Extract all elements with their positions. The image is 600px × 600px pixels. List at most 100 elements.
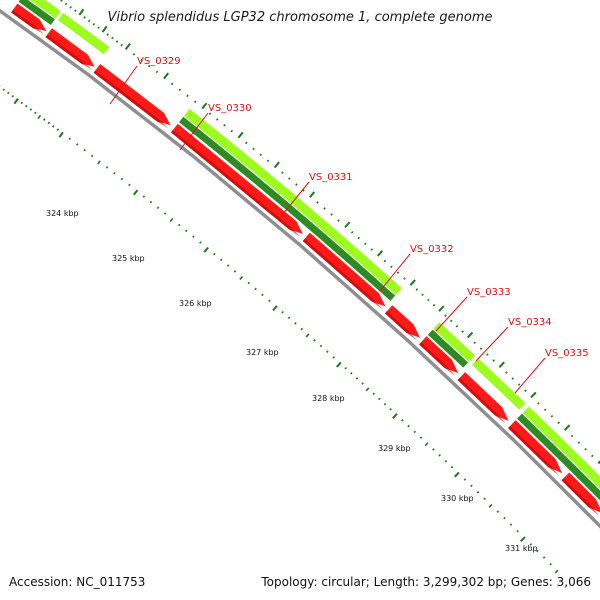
scale-tick bbox=[326, 350, 329, 354]
outer-tick bbox=[357, 236, 361, 240]
gene-arrow bbox=[384, 305, 420, 338]
scale-tick bbox=[272, 305, 278, 312]
dark-green-block bbox=[427, 329, 469, 368]
outer-tick bbox=[288, 177, 291, 180]
gene-arrow bbox=[457, 372, 509, 421]
gene-arrow bbox=[170, 123, 303, 234]
outer-tick bbox=[266, 159, 270, 163]
scale-tick bbox=[438, 454, 441, 457]
outer-tick bbox=[124, 43, 131, 50]
scale-tick bbox=[549, 562, 552, 566]
outer-tick bbox=[337, 219, 340, 222]
scale-tick bbox=[2, 88, 6, 92]
outer-tick bbox=[473, 341, 476, 345]
gene-arrow-shade bbox=[11, 10, 45, 35]
scale-label: 331 kbp bbox=[505, 544, 538, 553]
scale-tick bbox=[156, 206, 160, 210]
gene-arrow-shade bbox=[508, 425, 560, 476]
gene-arrow-shade bbox=[302, 238, 383, 310]
outer-tick bbox=[74, 9, 77, 12]
scale-tick bbox=[219, 258, 223, 262]
scale-tick bbox=[29, 108, 33, 111]
scale-tick bbox=[261, 293, 264, 297]
outer-tick bbox=[259, 153, 263, 157]
gene-label-leader bbox=[514, 357, 546, 394]
scale-tick bbox=[58, 131, 64, 138]
scale-tick bbox=[13, 98, 19, 105]
outer-tick bbox=[364, 242, 367, 246]
scale-label: 329 kbp bbox=[378, 444, 411, 453]
scale-tick bbox=[287, 316, 291, 320]
gene-label: VS_0331 bbox=[309, 172, 353, 183]
outer-tick bbox=[101, 25, 108, 33]
scale-tick bbox=[336, 361, 342, 368]
scale-tick bbox=[247, 281, 250, 285]
outer-tick bbox=[186, 94, 189, 98]
scale-tick bbox=[419, 436, 423, 439]
gene-label-leader bbox=[475, 326, 509, 362]
outer-tick bbox=[486, 353, 489, 356]
outer-tick bbox=[396, 271, 400, 274]
scale-label: 330 kbp bbox=[441, 494, 474, 503]
gene-arrow bbox=[419, 336, 459, 374]
scale-tick bbox=[319, 344, 323, 348]
scale-tick bbox=[305, 333, 310, 338]
outer-tick bbox=[201, 102, 208, 110]
gene-arrow-shade bbox=[93, 70, 169, 129]
scale-tick bbox=[483, 497, 486, 500]
outer-tick bbox=[537, 401, 540, 405]
outer-tick bbox=[330, 213, 333, 216]
scale-tick bbox=[149, 200, 153, 204]
scale-tick bbox=[34, 111, 37, 115]
scale-tick bbox=[120, 177, 124, 181]
scale-tick bbox=[378, 397, 381, 401]
outer-tick bbox=[69, 6, 72, 9]
scale-tick bbox=[365, 387, 370, 392]
outer-tick bbox=[461, 330, 464, 333]
gene-label-leader bbox=[379, 253, 411, 292]
outer-tick bbox=[115, 40, 119, 43]
scale-tick bbox=[450, 465, 454, 469]
scale-tick bbox=[169, 217, 174, 223]
outer-tick bbox=[597, 460, 600, 465]
scale-tick bbox=[281, 310, 284, 314]
light-green-block bbox=[471, 358, 526, 410]
outer-tick bbox=[505, 371, 508, 374]
scale-label: 327 kbp bbox=[246, 348, 279, 357]
outer-tick bbox=[563, 424, 571, 431]
outer-tick bbox=[403, 277, 406, 280]
accession-label: Accession: NC_011753 bbox=[9, 575, 146, 589]
outer-tick bbox=[557, 421, 560, 425]
scale-tick bbox=[313, 339, 316, 342]
scale-tick bbox=[254, 287, 257, 291]
scale-tick bbox=[128, 183, 131, 187]
scale-tick bbox=[20, 101, 24, 105]
scale-labels: 324 kbp 325 kbp 326 kbp 327 kbp 328 kbp 329 k… bbox=[46, 209, 538, 553]
scale-tick bbox=[47, 121, 51, 125]
outer-tick bbox=[170, 82, 174, 86]
backbone-line bbox=[0, 8, 600, 529]
scale-tick bbox=[90, 154, 94, 158]
scale-tick bbox=[401, 418, 404, 422]
gene-arrow bbox=[93, 63, 171, 126]
scale-tick-track bbox=[0, 85, 559, 574]
scale-tick bbox=[454, 471, 460, 478]
outer-tick bbox=[323, 207, 326, 210]
scale-tick bbox=[503, 516, 506, 520]
outer-tick bbox=[83, 16, 86, 19]
gene-label: VS_0335 bbox=[545, 348, 589, 359]
gene-arrow-shade bbox=[45, 34, 93, 70]
scale-tick bbox=[199, 241, 202, 244]
outer-tick bbox=[208, 112, 212, 115]
scale-tick bbox=[68, 137, 72, 141]
scale-tick bbox=[355, 377, 359, 380]
gene-arrow bbox=[11, 3, 47, 32]
scale-label: 326 kbp bbox=[179, 299, 212, 308]
outer-tick bbox=[344, 221, 351, 229]
outer-tick bbox=[376, 250, 384, 257]
outer-tick bbox=[295, 183, 298, 186]
dark-green-block bbox=[517, 413, 600, 501]
outer-tick bbox=[432, 303, 436, 307]
gene-arrow bbox=[302, 232, 386, 307]
